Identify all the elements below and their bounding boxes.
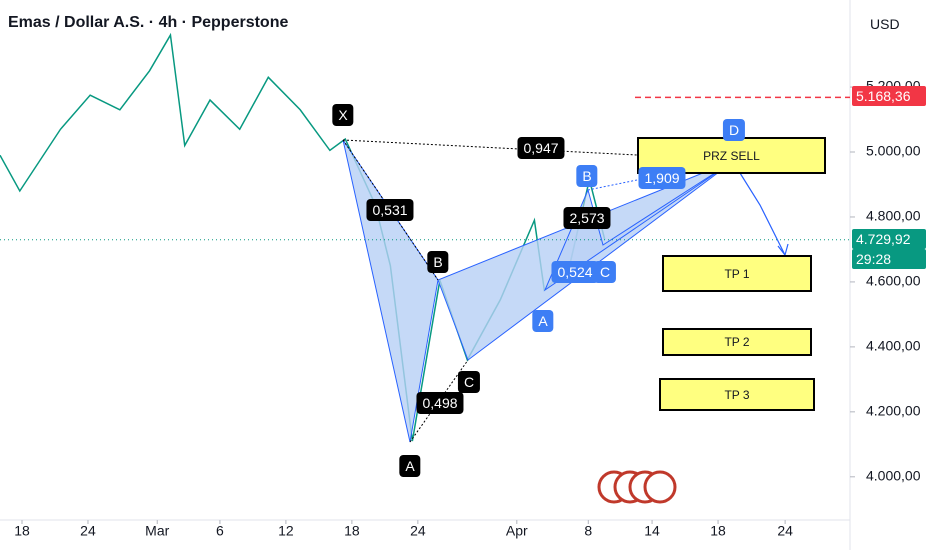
x-tick-label: 8	[584, 523, 592, 539]
y-tick-label: 5.000,00	[866, 143, 921, 159]
currency: USD	[870, 16, 900, 32]
x-tick-label: 24	[777, 523, 793, 539]
ratio-label: 0,531	[366, 199, 414, 221]
x-tick-label: 18	[14, 523, 30, 539]
ratio-label: 2,573	[563, 207, 611, 229]
x-tick-label: 24	[80, 523, 96, 539]
tp-label: TP 1	[724, 266, 750, 281]
y-tick-label: 4.200,00	[866, 403, 921, 419]
x-tick-label: 12	[278, 523, 294, 539]
x-tick-label: 6	[216, 523, 224, 539]
price-tag: 4.729,92	[852, 228, 926, 249]
x-tick-label: Apr	[506, 523, 528, 539]
x-tick-label: Mar	[145, 523, 169, 539]
point-label: X	[332, 104, 354, 126]
y-tick-label: 4.000,00	[866, 468, 921, 484]
chart-title: Emas / Dollar A.S. · 4h · Pepperstone	[8, 14, 289, 31]
point-label: B	[576, 165, 598, 187]
x-tick-label: 24	[410, 523, 426, 539]
tp-label: TP 3	[724, 387, 750, 402]
x-tick-label: 14	[644, 523, 660, 539]
point-label: C	[593, 261, 617, 283]
target-arrow	[734, 164, 786, 256]
point-label: A	[532, 310, 554, 332]
price-tag: 5.168,36	[852, 86, 926, 107]
y-tick-label: 4.800,00	[866, 208, 921, 224]
tp-label: TP 2	[724, 335, 750, 349]
flag-icons	[597, 470, 677, 504]
ratio-label: 0,524	[551, 261, 599, 283]
point-label: A	[399, 455, 421, 477]
ratio-label: 0,498	[416, 392, 464, 414]
arrow-head	[777, 243, 789, 257]
tp-box: TP 3	[659, 378, 815, 411]
ratio-label: 0,947	[517, 137, 565, 159]
price-line	[0, 32, 606, 442]
x-tick-label: 18	[344, 523, 360, 539]
tp-box: TP 2	[662, 328, 812, 356]
x-tick-label: 18	[710, 523, 726, 539]
countdown: 29:28	[852, 248, 926, 269]
tp-box: TP 1	[662, 255, 812, 292]
y-tick-label: 4.400,00	[866, 338, 921, 354]
ratio-line	[409, 359, 469, 443]
prz-label: PRZ SELL	[703, 148, 760, 163]
point-label: D	[722, 119, 746, 141]
y-tick-label: 4.600,00	[866, 273, 921, 289]
point-label: C	[457, 371, 481, 393]
ratio-label: 1,909	[638, 167, 686, 189]
point-label: B	[427, 251, 449, 273]
